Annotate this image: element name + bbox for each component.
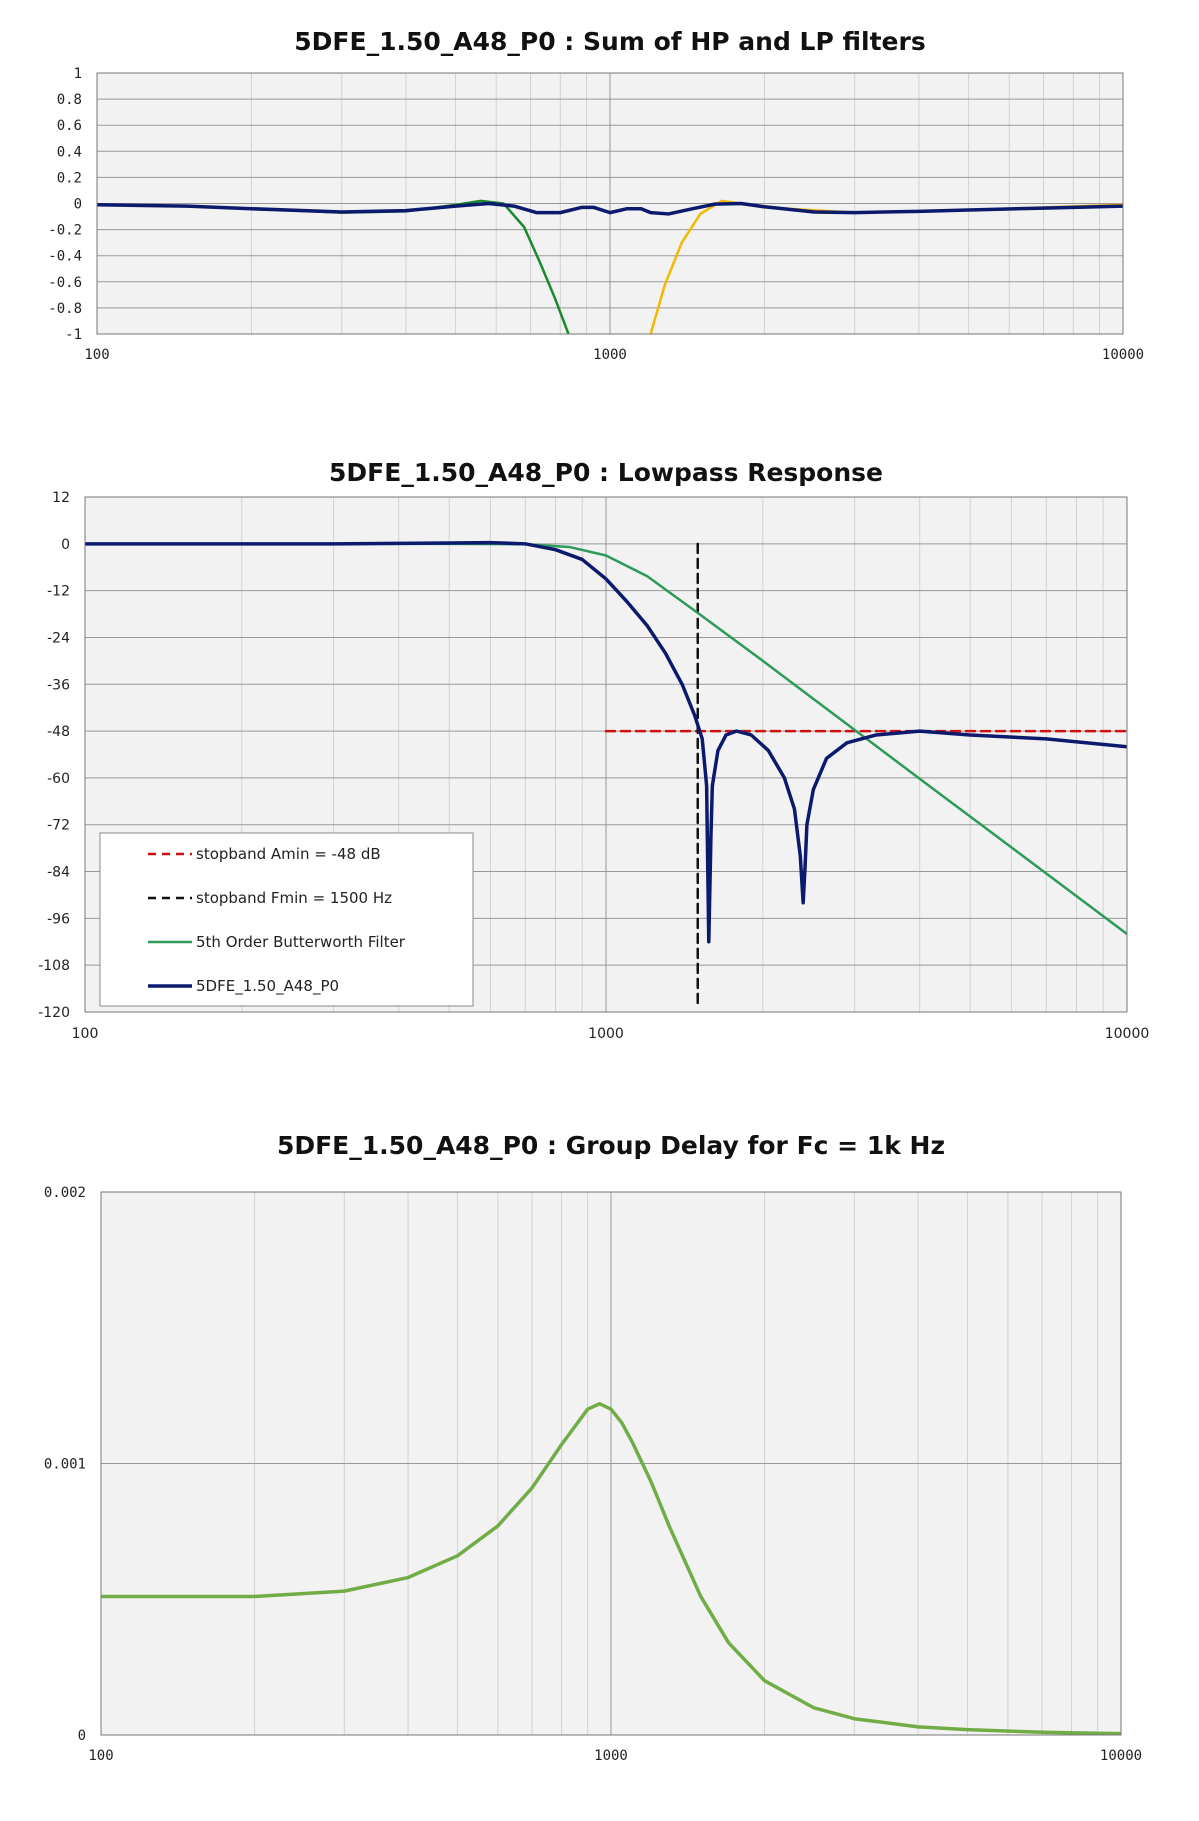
y-tick-label: -12	[47, 584, 70, 600]
y-axis: 12 0 -12 -24 -36 -48 -60 -72 -84 -96 -108 -120	[38, 490, 70, 1021]
series-group	[101, 1402, 1121, 1735]
x-tick-label: 100	[72, 1026, 99, 1042]
x-tick-label: 1000	[593, 347, 627, 363]
y-tick-label: 0	[74, 197, 82, 213]
series-group	[97, 199, 1123, 334]
y-tick-label: -24	[47, 630, 70, 646]
chart-title: 5DFE_1.50_A48_P0 : Sum of HP and LP filt…	[294, 27, 925, 56]
y-tick-label: 0	[61, 537, 70, 553]
legend-label-fmin: stopband Fmin = 1500 Hz	[196, 889, 392, 907]
x-axis: 100 1000 10000	[72, 1026, 1150, 1042]
legend-label-amin: stopband Amin = -48 dB	[196, 845, 381, 863]
chart-3: 5DFE_1.50_A48_P0 : Group Delay for Fc = …	[44, 1131, 1142, 1764]
x-axis: 100 1000 10000	[84, 347, 1144, 363]
y-tick-label: 0.2	[57, 170, 82, 186]
y-tick-label: -1	[65, 327, 82, 343]
y-tick-label: 0.8	[57, 92, 82, 108]
plot-border	[100, 1191, 1122, 1736]
x-tick-label: 100	[84, 347, 109, 363]
x-tick-label: 1000	[588, 1026, 624, 1042]
y-tick-label: -84	[47, 865, 70, 881]
series-line-dfe	[85, 540, 1127, 944]
y-tick-label: -48	[47, 724, 70, 740]
x-tick-label: 10000	[1100, 1748, 1142, 1764]
legend: stopband Amin = -48 dB stopband Fmin = 15…	[99, 832, 474, 1007]
y-tick-label: 0.6	[57, 118, 82, 134]
series-line-delay	[101, 1402, 1121, 1735]
y-tick-label: -96	[47, 911, 70, 927]
y-tick-label: -60	[47, 771, 70, 787]
chart-title: 5DFE_1.50_A48_P0 : Group Delay for Fc = …	[277, 1131, 945, 1160]
y-tick-label: -0.2	[48, 223, 82, 239]
chart-2: 5DFE_1.50_A48_P0 : Lowpass Response 12 0 -1…	[38, 458, 1149, 1042]
y-tick-label: 0	[78, 1728, 86, 1744]
y-tick-label: 0.002	[44, 1185, 86, 1201]
y-tick-label: -120	[38, 1005, 70, 1021]
y-tick-label: 0.001	[44, 1457, 86, 1473]
y-tick-label: -108	[38, 958, 70, 974]
plot-border	[84, 496, 1128, 1013]
y-tick-label: 12	[52, 490, 70, 506]
y-tick-label: -0.4	[48, 249, 82, 265]
plot-border	[96, 72, 1124, 335]
y-tick-label: -0.6	[48, 275, 82, 291]
x-tick-label: 100	[88, 1748, 113, 1764]
x-tick-label: 10000	[1102, 347, 1144, 363]
series-line-sum	[97, 201, 1123, 216]
y-axis: 0.002 0.001 0	[44, 1185, 86, 1744]
legend-label-butterworth: 5th Order Butterworth Filter	[196, 933, 406, 951]
series-group	[85, 540, 1127, 1006]
y-tick-label: -72	[47, 818, 70, 834]
y-tick-label: -0.8	[48, 301, 82, 317]
chart-title: 5DFE_1.50_A48_P0 : Lowpass Response	[329, 458, 883, 487]
legend-box	[99, 832, 474, 1007]
y-tick-label: 1	[74, 66, 82, 82]
chart-1: 5DFE_1.50_A48_P0 : Sum of HP and LP filt…	[48, 27, 1144, 363]
legend-label-dfe: 5DFE_1.50_A48_P0	[196, 977, 339, 996]
y-tick-label: -36	[47, 677, 70, 693]
x-tick-label: 1000	[594, 1748, 628, 1764]
x-tick-label: 10000	[1105, 1026, 1150, 1042]
y-axis: 1 0.8 0.6 0.4 0.2 0 -0.2 -0.4 -0.6 -0.8 -1	[48, 66, 82, 343]
x-axis: 100 1000 10000	[88, 1748, 1142, 1764]
y-tick-label: 0.4	[57, 144, 82, 160]
